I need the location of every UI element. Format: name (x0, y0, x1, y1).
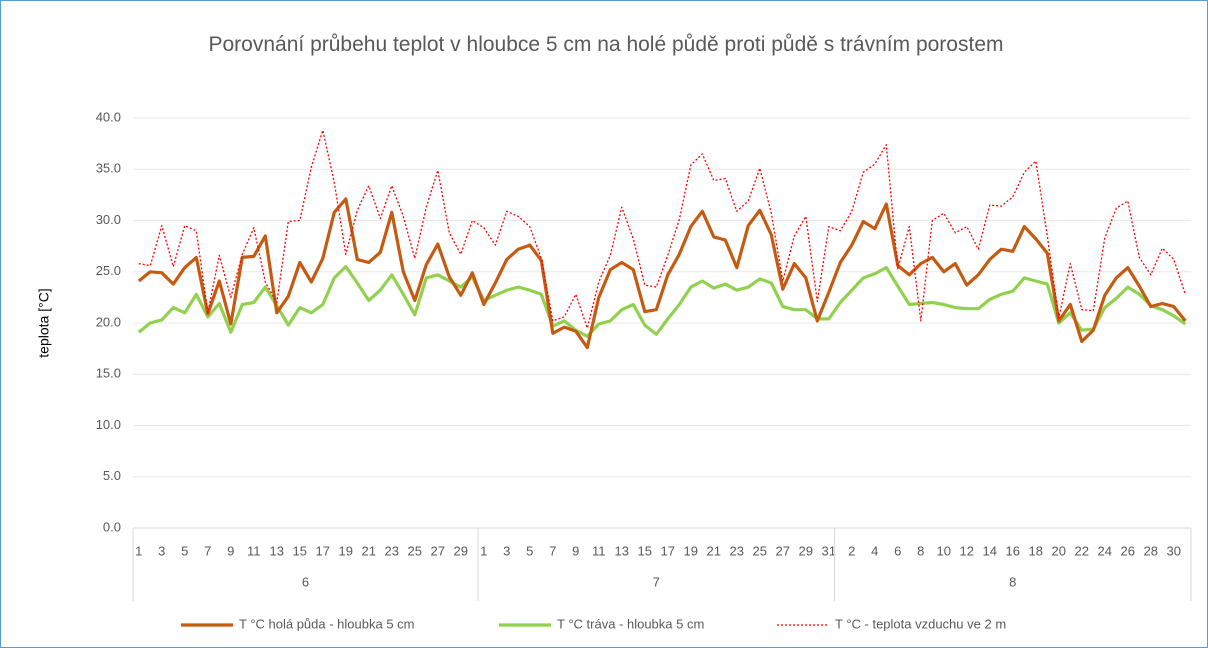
x-tick-label: 3 (503, 543, 510, 558)
x-tick-label: 5 (181, 543, 188, 558)
x-tick-label: 14 (983, 543, 997, 558)
legend-label: T °C - teplota vzduchu ve 2 m (835, 616, 1006, 631)
x-tick-label: 1 (480, 543, 487, 558)
y-tick-label: 25.0 (96, 263, 121, 278)
x-tick-label: 23 (730, 543, 744, 558)
x-tick-label: 15 (293, 543, 307, 558)
y-tick-label: 10.0 (96, 417, 121, 432)
x-tick-label: 7 (549, 543, 556, 558)
x-tick-label: 31 (822, 543, 836, 558)
x-tick-label: 16 (1006, 543, 1020, 558)
x-tick-label: 24 (1098, 543, 1112, 558)
x-tick-label: 21 (362, 543, 376, 558)
x-tick-label: 17 (316, 543, 330, 558)
x-tick-label: 22 (1075, 543, 1089, 558)
legend-label: T °C holá půda - hloubka 5 cm (239, 616, 415, 631)
x-tick-label: 27 (431, 543, 445, 558)
x-tick-label: 25 (753, 543, 767, 558)
legend-label: T °C tráva - hloubka 5 cm (557, 616, 704, 631)
x-tick-label: 13 (615, 543, 629, 558)
x-tick-label: 28 (1144, 543, 1158, 558)
x-tick-label: 19 (339, 543, 353, 558)
y-tick-label: 5.0 (103, 468, 121, 483)
group-label: 8 (1009, 574, 1016, 589)
group-label: 7 (653, 574, 660, 589)
x-tick-label: 3 (158, 543, 165, 558)
y-tick-label: 20.0 (96, 314, 121, 329)
x-tick-label: 10 (937, 543, 951, 558)
x-tick-label: 7 (204, 543, 211, 558)
y-tick-label: 40.0 (96, 109, 121, 124)
x-tick-label: 6 (894, 543, 901, 558)
y-tick-label: 30.0 (96, 212, 121, 227)
y-axis-label: teplota [°C] (36, 288, 52, 357)
y-tick-label: 0.0 (103, 519, 121, 534)
series-line (137, 265, 1187, 338)
y-tick-label: 15.0 (96, 366, 121, 381)
x-tick-label: 19 (684, 543, 698, 558)
x-tick-label: 13 (270, 543, 284, 558)
x-tick-label: 29 (799, 543, 813, 558)
series-line (138, 129, 1186, 329)
x-tick-label: 2 (848, 543, 855, 558)
series-line (137, 197, 1187, 350)
x-tick-label: 15 (638, 543, 652, 558)
x-tick-label: 29 (454, 543, 468, 558)
x-tick-label: 5 (526, 543, 533, 558)
x-tick-label: 9 (572, 543, 579, 558)
x-tick-label: 23 (385, 543, 399, 558)
x-tick-label: 20 (1052, 543, 1066, 558)
group-label: 6 (302, 574, 309, 589)
x-tick-label: 11 (247, 543, 261, 558)
x-tick-label: 25 (408, 543, 422, 558)
x-tick-label: 1 (135, 543, 142, 558)
x-tick-label: 30 (1167, 543, 1181, 558)
x-tick-label: 27 (776, 543, 790, 558)
x-tick-label: 12 (960, 543, 974, 558)
x-tick-label: 11 (592, 543, 606, 558)
chart-title: Porovnání průbehu teplot v hloubce 5 cm … (208, 33, 1004, 56)
x-tick-label: 8 (917, 543, 924, 558)
y-tick-label: 35.0 (96, 161, 121, 176)
x-tick-label: 17 (661, 543, 675, 558)
x-tick-label: 21 (707, 543, 721, 558)
x-tick-label: 26 (1121, 543, 1135, 558)
x-tick-label: 4 (871, 543, 878, 558)
x-tick-label: 9 (227, 543, 234, 558)
x-tick-label: 18 (1029, 543, 1043, 558)
